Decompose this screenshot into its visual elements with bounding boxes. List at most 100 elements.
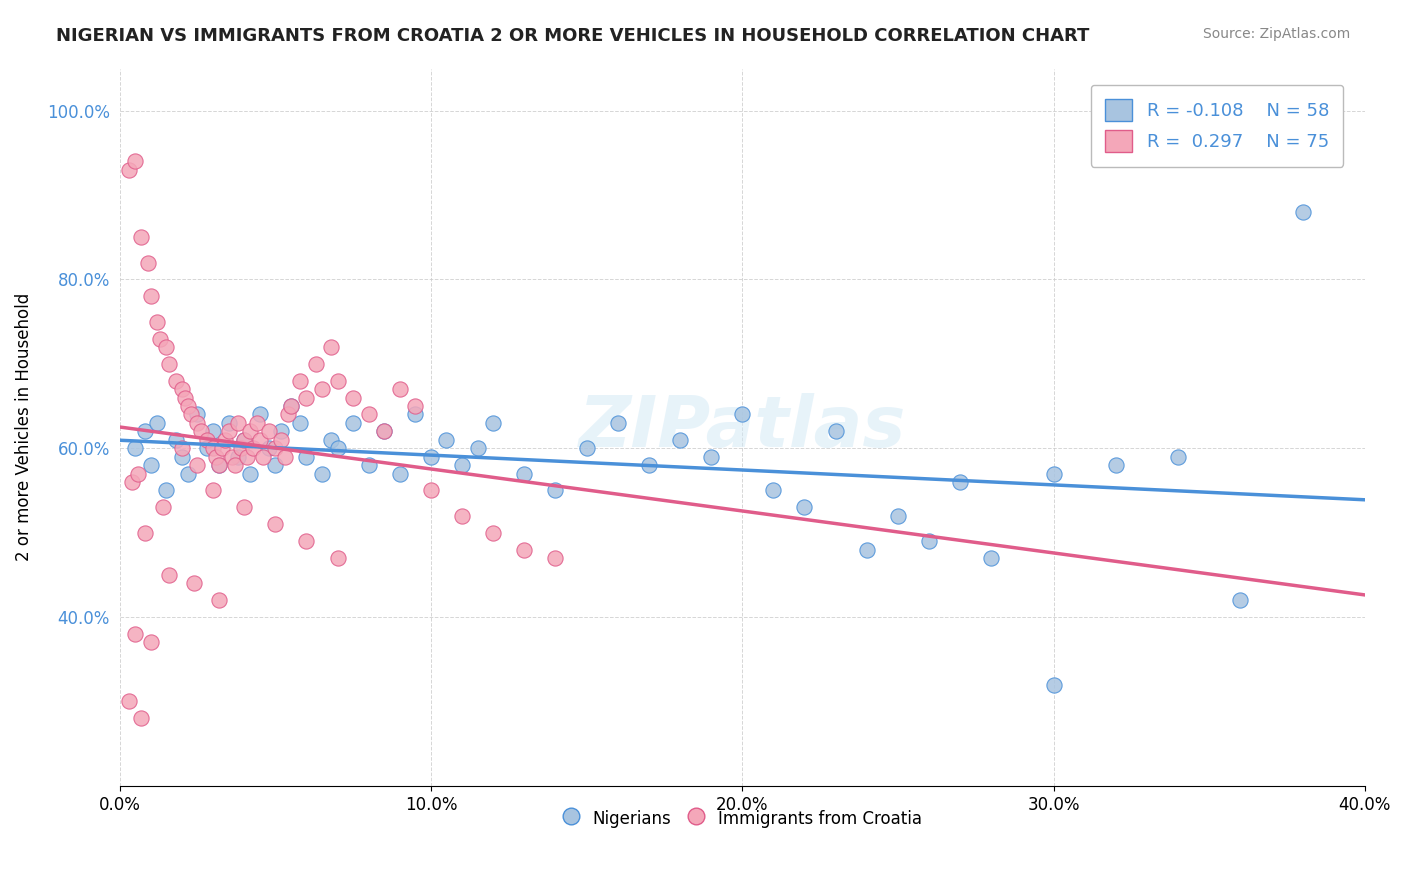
Point xyxy=(131,711,153,725)
Point xyxy=(855,542,877,557)
Point xyxy=(1229,593,1251,607)
Point xyxy=(513,542,536,557)
Point xyxy=(311,467,333,481)
Text: Source: ZipAtlas.com: Source: ZipAtlas.com xyxy=(1202,27,1350,41)
Point xyxy=(186,416,208,430)
Point xyxy=(288,416,311,430)
Point xyxy=(918,534,941,549)
Point xyxy=(252,450,274,464)
Point xyxy=(482,416,505,430)
Point xyxy=(208,458,231,472)
Point xyxy=(270,425,292,439)
Point xyxy=(155,483,177,498)
Point xyxy=(762,483,785,498)
Point xyxy=(357,408,380,422)
Point xyxy=(544,483,567,498)
Point xyxy=(388,382,411,396)
Point xyxy=(177,399,200,413)
Point xyxy=(131,230,153,244)
Point xyxy=(949,475,972,489)
Point xyxy=(146,416,169,430)
Point xyxy=(404,399,426,413)
Point xyxy=(155,340,177,354)
Point xyxy=(146,315,169,329)
Point xyxy=(1167,450,1189,464)
Point xyxy=(824,425,846,439)
Point xyxy=(152,500,174,515)
Point xyxy=(124,627,146,641)
Point xyxy=(233,433,256,447)
Point xyxy=(239,425,262,439)
Point xyxy=(700,450,723,464)
Point xyxy=(165,433,187,447)
Point xyxy=(264,442,287,456)
Point xyxy=(419,483,441,498)
Point xyxy=(280,399,302,413)
Point xyxy=(183,576,205,591)
Point xyxy=(482,525,505,540)
Point xyxy=(186,458,208,472)
Point xyxy=(264,517,287,532)
Point xyxy=(544,551,567,566)
Point xyxy=(201,483,224,498)
Point xyxy=(239,467,262,481)
Point xyxy=(388,467,411,481)
Point xyxy=(1042,677,1064,691)
Point xyxy=(170,442,193,456)
Point xyxy=(195,442,218,456)
Point xyxy=(218,425,240,439)
Point xyxy=(170,450,193,464)
Point xyxy=(218,416,240,430)
Point xyxy=(451,508,474,523)
Point xyxy=(295,534,318,549)
Point xyxy=(174,391,197,405)
Point xyxy=(731,408,754,422)
Point xyxy=(211,442,233,456)
Point xyxy=(201,425,224,439)
Point xyxy=(436,433,458,447)
Point xyxy=(311,382,333,396)
Point xyxy=(139,289,162,303)
Point xyxy=(342,391,364,405)
Point xyxy=(1042,467,1064,481)
Point xyxy=(513,467,536,481)
Point xyxy=(467,442,489,456)
Point xyxy=(321,340,343,354)
Point xyxy=(224,458,246,472)
Point xyxy=(124,442,146,456)
Point xyxy=(295,391,318,405)
Point xyxy=(342,416,364,430)
Point xyxy=(793,500,815,515)
Point xyxy=(177,467,200,481)
Point xyxy=(157,357,180,371)
Point xyxy=(118,694,141,708)
Point xyxy=(273,450,295,464)
Point xyxy=(305,357,328,371)
Point xyxy=(245,416,267,430)
Point xyxy=(295,450,318,464)
Point xyxy=(451,458,474,472)
Point xyxy=(277,408,299,422)
Point xyxy=(165,374,187,388)
Point xyxy=(669,433,692,447)
Y-axis label: 2 or more Vehicles in Household: 2 or more Vehicles in Household xyxy=(15,293,32,561)
Point xyxy=(404,408,426,422)
Point xyxy=(233,433,256,447)
Point xyxy=(980,551,1002,566)
Point xyxy=(226,416,249,430)
Point xyxy=(326,551,349,566)
Point xyxy=(288,374,311,388)
Point xyxy=(139,635,162,649)
Point xyxy=(257,425,280,439)
Point xyxy=(257,442,280,456)
Point xyxy=(229,442,252,456)
Point xyxy=(127,467,149,481)
Point xyxy=(280,399,302,413)
Point xyxy=(264,458,287,472)
Point xyxy=(134,525,156,540)
Point xyxy=(149,332,172,346)
Point xyxy=(201,442,224,456)
Point xyxy=(180,408,202,422)
Point xyxy=(249,408,271,422)
Point xyxy=(157,567,180,582)
